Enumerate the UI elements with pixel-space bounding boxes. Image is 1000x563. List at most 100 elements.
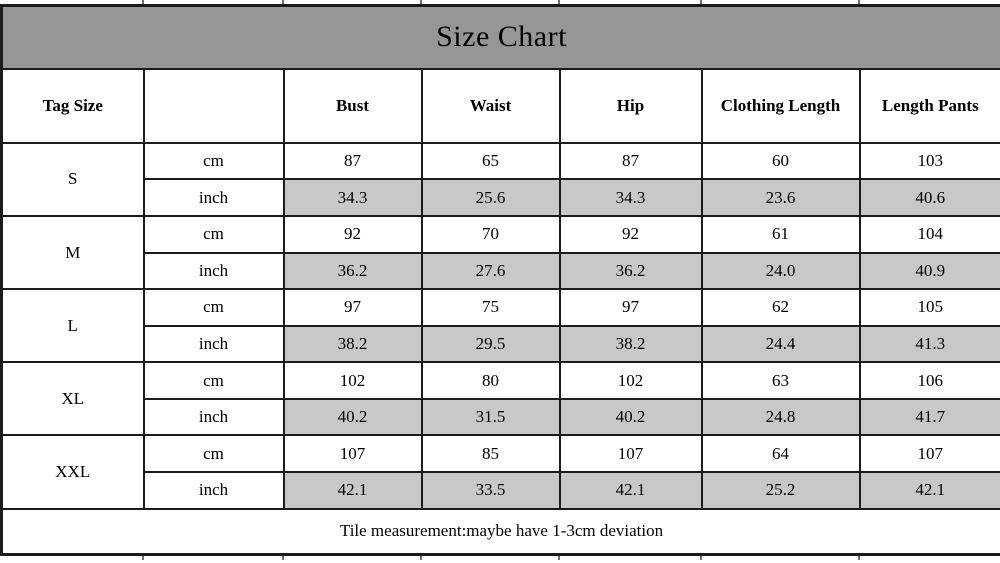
page-title: Size Chart (0, 4, 1000, 70)
value-cell: 36.2 (282, 252, 423, 291)
crop-artifact-tick (420, 556, 422, 560)
value-cell: 61 (700, 214, 861, 254)
unit-label-inch: inch (142, 398, 285, 437)
table-row: inch 34.3 25.6 34.3 23.6 40.6 (2, 178, 1000, 217)
unit-label-inch: inch (142, 252, 285, 291)
crop-artifact-tick (858, 0, 860, 4)
table-row: XXL cm 107 85 107 64 107 (0, 434, 1000, 510)
value-cell: 87 (558, 141, 703, 181)
value-cell: 97 (282, 288, 423, 327)
value-cell: 106 (858, 361, 1000, 400)
value-cell: 25.2 (700, 471, 861, 510)
column-header-tag-size: Tag Size (0, 67, 145, 144)
unit-label-cm: cm (142, 434, 285, 474)
column-header-hip: Hip (558, 67, 703, 144)
value-cell: 25.6 (420, 178, 561, 217)
size-label: S (0, 141, 145, 217)
value-cell: 107 (282, 434, 423, 474)
value-cell: 70 (420, 214, 561, 254)
unit-label-cm: cm (142, 141, 285, 181)
value-cell: 107 (558, 434, 703, 474)
value-cell: 38.2 (558, 325, 703, 364)
unit-label-cm: cm (142, 361, 285, 400)
value-cell: 40.2 (282, 398, 423, 437)
value-cell: 34.3 (558, 178, 703, 217)
table-row: Size Chart (0, 4, 1000, 70)
value-cell: 42.1 (558, 471, 703, 510)
column-header-unit (142, 67, 285, 144)
value-cell: 27.6 (420, 252, 561, 291)
table-row: M cm 92 70 92 61 104 (0, 214, 1000, 291)
size-label: XXL (0, 434, 145, 510)
value-cell: 42.1 (858, 471, 1000, 510)
table-row: XL cm 102 80 102 63 106 (0, 361, 1000, 437)
column-header-clothing-length: Clothing Length (700, 67, 861, 144)
value-cell: 36.2 (558, 252, 703, 291)
value-cell: 102 (282, 361, 423, 400)
value-cell: 105 (858, 288, 1000, 327)
crop-artifact-strip-bottom (0, 556, 1000, 563)
unit-label-inch: inch (142, 471, 285, 510)
unit-label-cm: cm (142, 288, 285, 327)
column-header-waist: Waist (420, 67, 561, 144)
size-label: XL (0, 361, 145, 437)
value-cell: 24.4 (700, 325, 861, 364)
value-cell: 65 (420, 141, 561, 181)
table-row: inch 36.2 27.6 36.2 24.0 40.9 (2, 252, 1000, 291)
table-row: S cm 87 65 87 60 103 (0, 141, 1000, 217)
value-cell: 104 (858, 214, 1000, 254)
table-row: inch 38.2 29.5 38.2 24.4 41.3 (2, 325, 1000, 364)
unit-label-cm: cm (142, 214, 285, 254)
value-cell: 40.6 (858, 178, 1000, 217)
crop-artifact-tick (558, 556, 560, 560)
value-cell: 31.5 (420, 398, 561, 437)
value-cell: 40.9 (858, 252, 1000, 291)
value-cell: 29.5 (420, 325, 561, 364)
value-cell: 41.3 (858, 325, 1000, 364)
value-cell: 63 (700, 361, 861, 400)
footer-note: Tile measurement:maybe have 1-3cm deviat… (0, 507, 1000, 556)
crop-artifact-strip-top (0, 0, 1000, 4)
value-cell: 40.2 (558, 398, 703, 437)
crop-artifact-tick (282, 556, 284, 560)
value-cell: 62 (700, 288, 861, 327)
crop-artifact-tick (142, 556, 144, 560)
value-cell: 87 (282, 141, 423, 181)
table-row: inch 40.2 31.5 40.2 24.8 41.7 (2, 398, 1000, 437)
crop-artifact-tick (142, 0, 144, 4)
value-cell: 23.6 (700, 178, 861, 217)
crop-artifact-tick (700, 556, 702, 560)
column-header-length-pants: Length Pants (858, 67, 1000, 144)
size-label: M (0, 214, 145, 291)
size-chart-table: Size Chart Tag Size Bust Waist Hip Cloth… (0, 4, 1000, 556)
column-header-bust: Bust (282, 67, 423, 144)
value-cell: 103 (858, 141, 1000, 181)
table-row: inch 42.1 33.5 42.1 25.2 42.1 (2, 471, 1000, 510)
value-cell: 97 (558, 288, 703, 327)
value-cell: 60 (700, 141, 861, 181)
value-cell: 102 (558, 361, 703, 400)
value-cell: 24.8 (700, 398, 861, 437)
crop-artifact-tick (858, 556, 860, 560)
value-cell: 75 (420, 288, 561, 327)
value-cell: 34.3 (282, 178, 423, 217)
crop-artifact-tick (558, 0, 560, 4)
crop-artifact-tick (282, 0, 284, 4)
value-cell: 107 (858, 434, 1000, 474)
value-cell: 38.2 (282, 325, 423, 364)
value-cell: 92 (558, 214, 703, 254)
table-row: L cm 97 75 97 62 105 (0, 288, 1000, 364)
value-cell: 41.7 (858, 398, 1000, 437)
value-cell: 24.0 (700, 252, 861, 291)
value-cell: 80 (420, 361, 561, 400)
value-cell: 85 (420, 434, 561, 474)
table-row: Tag Size Bust Waist Hip Clothing Length … (0, 67, 1000, 144)
value-cell: 64 (700, 434, 861, 474)
value-cell: 92 (282, 214, 423, 254)
value-cell: 42.1 (282, 471, 423, 510)
unit-label-inch: inch (142, 325, 285, 364)
value-cell: 33.5 (420, 471, 561, 510)
crop-artifact-tick (700, 0, 702, 4)
unit-label-inch: inch (142, 178, 285, 217)
